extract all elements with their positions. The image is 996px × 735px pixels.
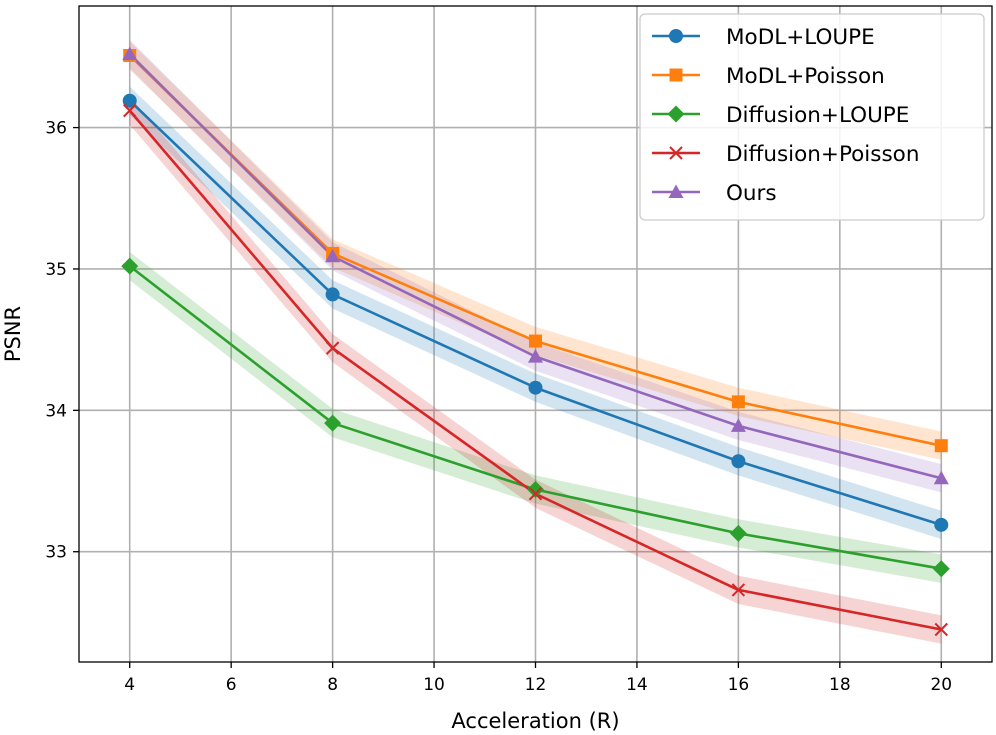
y-tick-label: 34 [45,401,67,421]
modl-poisson-band [129,41,942,460]
legend-marker [669,29,683,43]
x-axis-label: Acceleration (R) [451,709,619,733]
y-tick-label: 35 [45,260,67,280]
axis-ticks: 4 6 8 10 12 14 16 18 20 33 34 35 36 [45,119,952,695]
x-tick-label: 20 [930,675,952,695]
modl-poisson-point [731,395,745,409]
x-tick-label: 8 [327,675,338,695]
diffusion-poisson-point [934,622,948,637]
legend-label: MoDL+Poisson [726,64,885,89]
series-markers [121,46,950,637]
diffusion-loupe-point [527,481,544,499]
x-tick-label: 14 [626,675,648,695]
diffusion-loupe-point [121,257,139,275]
confidence-bands [129,39,942,644]
ours-point [325,248,341,263]
modl-loupe-point [528,380,543,395]
x-tick-label: 4 [124,675,135,695]
x-tick-label: 12 [525,675,547,695]
modl-loupe-band [129,86,942,539]
legend-item-ours: Ours [652,181,777,206]
legend-box [639,13,985,221]
ours-point [730,418,746,432]
ours-point [528,349,543,363]
legend-item-modl-poisson: MoDL+Poisson [652,64,885,89]
diffusion-poisson-point [123,103,137,118]
y-tick-label: 33 [45,543,67,563]
ours-point [933,470,949,485]
legend-marker [669,146,683,160]
ours-point [122,46,138,61]
legend-label: Diffusion+LOUPE [726,103,909,128]
modl-loupe-point [122,93,137,108]
legend-item-diffusion-poisson: Diffusion+Poisson [652,142,919,167]
legend-marker [667,105,685,123]
diffusion-poisson-point [731,583,746,597]
x-tick-label: 10 [423,675,445,695]
modl-poisson-point [934,439,948,453]
x-tick-label: 6 [226,675,237,695]
legend-label: Diffusion+Poisson [726,142,919,167]
x-tick-label: 18 [829,675,851,695]
modl-loupe-point [731,454,746,469]
diffusion-loupe-point [324,414,342,432]
y-tick-label: 36 [45,119,67,139]
legend-item-diffusion-loupe: Diffusion+LOUPE [652,103,909,128]
diffusion-poisson-point [325,341,340,355]
legend-marker [668,184,684,198]
legend-label: Ours [726,181,777,206]
diffusion-poisson-point [528,487,543,501]
diffusion-loupe-band [129,252,942,583]
y-axis-label: PSNR [1,306,25,362]
diffusion-loupe-point [932,560,950,578]
legend-marker [669,68,683,82]
diffusion-loupe-point [729,524,747,542]
legend-item-modl-loupe: MoDL+LOUPE [652,25,875,50]
x-tick-label: 16 [728,675,750,695]
modl-loupe-point [934,517,949,532]
legend-label: MoDL+LOUPE [726,25,875,50]
modl-loupe-point [325,287,340,302]
modl-poisson-point [529,334,542,348]
legend: MoDL+LOUPE MoDL+Poisson Diffusion+LOUPE Dif… [639,13,985,221]
ours-band [129,39,942,493]
